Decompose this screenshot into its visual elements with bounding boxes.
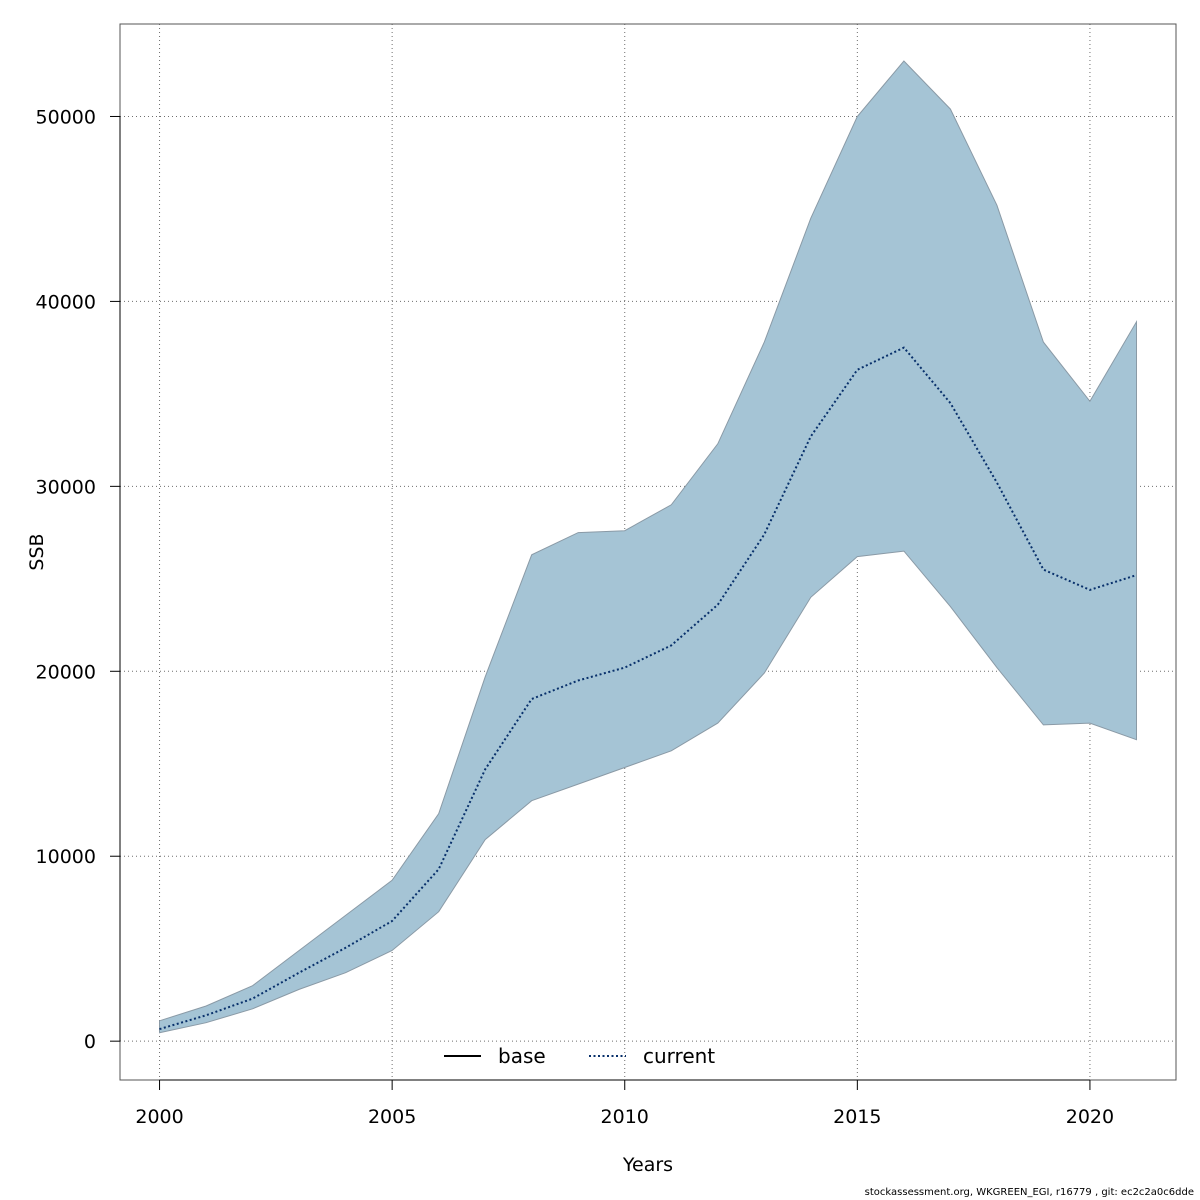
y-tick-label-30000: 30000 — [36, 476, 96, 498]
y-tick-label-20000: 20000 — [36, 661, 96, 683]
x-tick-label-2020: 2020 — [1066, 1106, 1114, 1128]
footer-credit: stockassessment.org, WKGREEN_EGI, r16779… — [864, 1187, 1194, 1198]
y-axis-title: SSB — [26, 533, 48, 570]
legend-label-base: base — [498, 1044, 546, 1068]
y-tick-label-0: 0 — [84, 1031, 96, 1053]
y-axis: 0 10000 20000 30000 40000 50000 — [36, 106, 121, 1053]
x-tick-label-2005: 2005 — [368, 1106, 416, 1128]
y-tick-label-40000: 40000 — [36, 291, 96, 313]
legend-label-current: current — [643, 1044, 715, 1068]
x-axis: 2000 2005 2010 2015 2020 — [135, 1079, 1114, 1128]
x-tick-label-2000: 2000 — [135, 1106, 183, 1128]
confidence-band-area — [159, 60, 1137, 1034]
y-tick-label-50000: 50000 — [36, 106, 96, 128]
legend: base current — [444, 1044, 715, 1068]
x-tick-label-2010: 2010 — [601, 1106, 649, 1128]
x-tick-label-2015: 2015 — [833, 1106, 881, 1128]
x-axis-title: Years — [622, 1154, 673, 1176]
confidence-band — [159, 60, 1137, 1034]
y-tick-label-10000: 10000 — [36, 846, 96, 868]
